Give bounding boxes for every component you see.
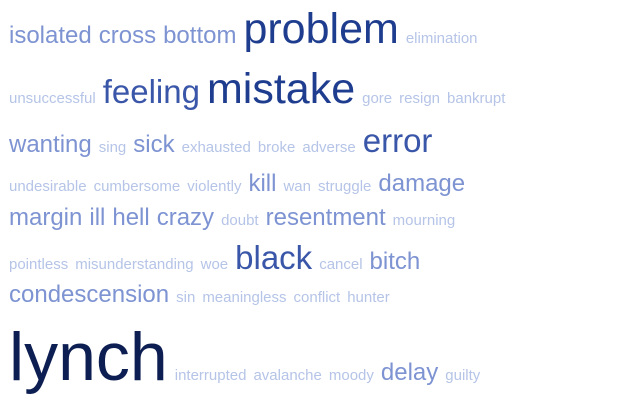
word-unsuccessful[interactable]: unsuccessful (9, 90, 96, 107)
word-struggle[interactable]: struggle (318, 178, 372, 195)
word-cross[interactable]: cross (98, 22, 157, 49)
cloud-line: isolated cross bottom problem elimination (9, 8, 485, 51)
cloud-line: lynch interrupted avalanche moody delay guilt… (9, 323, 487, 391)
word-hell[interactable]: hell (112, 204, 150, 231)
word-interrupted[interactable]: interrupted (174, 367, 247, 384)
word-problem[interactable]: problem (243, 5, 399, 53)
word-mourning[interactable]: mourning (392, 212, 456, 229)
word-conflict[interactable]: conflict (293, 289, 341, 306)
word-wanting[interactable]: wanting (9, 131, 92, 158)
word-delay[interactable]: delay (380, 359, 439, 386)
word-isolated[interactable]: isolated (9, 22, 92, 49)
word-cumbersome[interactable]: cumbersome (93, 178, 181, 195)
word-doubt[interactable]: doubt (221, 212, 259, 229)
cloud-line: undesirable cumbersome violently kill wan str… (9, 172, 472, 196)
word-adverse[interactable]: adverse (302, 139, 356, 156)
word-gore[interactable]: gore (362, 90, 393, 107)
word-wan[interactable]: wan (283, 178, 311, 195)
word-resentment[interactable]: resentment (265, 204, 386, 231)
cloud-line: unsuccessful feeling mistake gore resign bank… (9, 68, 512, 111)
word-woe[interactable]: woe (200, 256, 229, 273)
cloud-line: pointless misunderstanding woe black cancel b… (9, 241, 427, 274)
word-ill[interactable]: ill (89, 204, 106, 231)
word-bankrupt[interactable]: bankrupt (447, 90, 506, 107)
word-avalanche[interactable]: avalanche (253, 367, 322, 384)
word-misunderstanding[interactable]: misunderstanding (75, 256, 194, 273)
word-bitch[interactable]: bitch (369, 248, 421, 275)
word-bottom[interactable]: bottom (163, 22, 237, 49)
word-black[interactable]: black (235, 239, 313, 276)
word-moody[interactable]: moody (328, 367, 374, 384)
word-hunter[interactable]: hunter (347, 289, 390, 306)
word-condescension[interactable]: condescension (9, 281, 170, 308)
cloud-line: condescension sin meaningless conflict hunte… (9, 283, 397, 307)
word-crazy[interactable]: crazy (156, 204, 215, 231)
word-sick[interactable]: sick (133, 131, 175, 158)
word-margin[interactable]: margin (9, 204, 83, 231)
word-damage[interactable]: damage (378, 170, 466, 197)
word-resign[interactable]: resign (399, 90, 441, 107)
word-elimination[interactable]: elimination (405, 30, 478, 47)
word-sing[interactable]: sing (98, 139, 127, 156)
cloud-line: margin ill hell crazy doubt resentment mournin… (9, 206, 462, 230)
word-error[interactable]: error (362, 122, 433, 159)
word-lynch[interactable]: lynch (9, 319, 168, 395)
cloud-line: wanting sing sick exhausted broke adverse erro… (9, 124, 439, 157)
word-broke[interactable]: broke (257, 139, 296, 156)
word-cancel[interactable]: cancel (319, 256, 363, 273)
word-feeling[interactable]: feeling (102, 73, 200, 110)
word-meaningless[interactable]: meaningless (202, 289, 287, 306)
word-guilty[interactable]: guilty (445, 367, 481, 384)
word-exhausted[interactable]: exhausted (181, 139, 251, 156)
word-violently[interactable]: violently (187, 178, 242, 195)
word-kill[interactable]: kill (248, 170, 277, 197)
word-pointless[interactable]: pointless (9, 256, 69, 273)
word-undesirable[interactable]: undesirable (9, 178, 87, 195)
word-sin[interactable]: sin (176, 289, 196, 306)
word-mistake[interactable]: mistake (206, 65, 356, 113)
